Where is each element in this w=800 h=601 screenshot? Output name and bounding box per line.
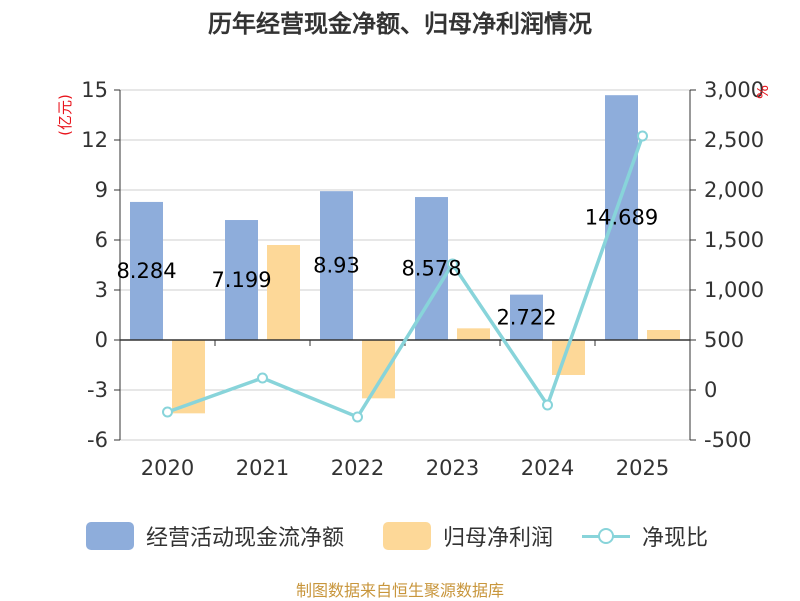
data-label-cashflow-2025: 14.689: [585, 206, 658, 230]
left-axis-unit: (亿元): [56, 94, 74, 136]
left-tick-label: 0: [95, 328, 108, 352]
point-cash-ratio-2025: [637, 130, 648, 142]
bar-net-profit-2023: [457, 328, 490, 340]
data-label-cashflow-2022: 8.93: [313, 254, 360, 278]
right-tick-label: -500: [704, 428, 752, 452]
bar-net-profit-2020: [172, 340, 205, 414]
bar-cashflow-2024: [510, 294, 543, 340]
left-tick-label: 3: [95, 278, 108, 302]
legend-item-net-profit[interactable]: 归母净利润: [383, 516, 553, 556]
bar-net-profit-2025: [647, 330, 680, 340]
legend-label-cash-ratio: 净现比: [642, 526, 709, 551]
right-axis-unit: %: [754, 85, 772, 99]
x-tick-label: 2023: [426, 456, 479, 480]
legend: 经营活动现金流净额 归母净利润 净现比: [0, 516, 800, 556]
source-note: 制图数据来自恒生聚源数据库: [295, 581, 504, 600]
left-tick-label: 15: [81, 78, 108, 102]
x-tick-label: 2022: [331, 456, 384, 480]
right-tick-label: 1,500: [704, 228, 764, 252]
data-label-cashflow-2023: 8.578: [401, 257, 461, 281]
bar-net-profit-2022: [362, 340, 395, 399]
legend-swatch-cashflow: [86, 522, 134, 550]
legend-label-cashflow: 经营活动现金流净额: [146, 526, 345, 551]
point-cash-ratio-2020: [162, 406, 173, 418]
right-tick-label: 500: [704, 328, 744, 352]
legend-swatch-net-profit: [383, 522, 431, 550]
point-cash-ratio-2023: [447, 258, 458, 270]
left-tick-label: -6: [87, 428, 108, 452]
legend-label-net-profit: 归母净利润: [443, 526, 554, 551]
chart-title: 历年经营现金净额、归母净利润情况: [208, 10, 592, 38]
right-tick-label: 3,000: [704, 78, 764, 102]
data-label-cashflow-2021: 7.199: [211, 268, 271, 292]
left-tick-label: -3: [87, 378, 108, 402]
bar-cashflow-2020: [130, 201, 163, 340]
right-tick-label: 2,000: [704, 178, 764, 202]
bar-cashflow-2021: [225, 220, 258, 340]
x-tick-label: 2020: [141, 456, 194, 480]
left-tick-label: 6: [95, 228, 108, 252]
x-tick-label: 2021: [236, 456, 289, 480]
bar-net-profit-2021: [267, 245, 300, 340]
bar-cashflow-2025: [605, 95, 638, 340]
point-cash-ratio-2024: [542, 399, 553, 411]
point-cash-ratio-2022: [352, 411, 363, 423]
point-cash-ratio-2021: [257, 372, 268, 384]
right-tick-label: 1,000: [704, 278, 764, 302]
line-cash-ratio: [166, 135, 645, 420]
right-tick-label: 2,500: [704, 128, 764, 152]
bar-cashflow-2022: [320, 191, 353, 340]
x-tick-label: 2025: [616, 456, 669, 480]
left-tick-label: 12: [81, 128, 108, 152]
right-tick-label: 0: [704, 378, 717, 402]
x-tick-label: 2024: [521, 456, 574, 480]
chart-plot: 15 12 9 6 3 0 -3 -6 3,000 2,500 2,000 1,500 1,000 500…: [56, 78, 772, 480]
legend-item-cash-ratio[interactable]: 净现比: [582, 516, 708, 556]
data-label-cashflow-2024: 2.722: [496, 305, 556, 329]
left-tick-label: 9: [95, 178, 108, 202]
legend-item-cashflow[interactable]: 经营活动现金流净额: [86, 516, 344, 556]
legend-marker-cash-ratio: [582, 522, 630, 550]
data-label-cashflow-2020: 8.284: [116, 259, 176, 283]
